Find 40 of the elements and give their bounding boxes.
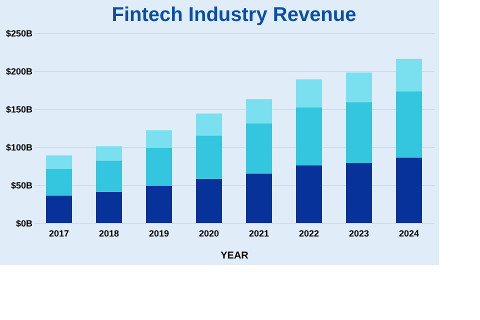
- y-tick-label: $150B: [6, 104, 33, 114]
- bar: [396, 158, 422, 223]
- y-tick-label: $250B: [6, 28, 33, 38]
- bar: [196, 136, 222, 179]
- bar: [146, 148, 172, 186]
- x-tick-label: 2021: [248, 228, 270, 238]
- bar: [396, 92, 422, 158]
- bar: [146, 130, 172, 148]
- y-tick-label: $50B: [10, 180, 33, 190]
- bar: [246, 174, 272, 223]
- bar: [396, 58, 422, 92]
- y-tick-label: $100B: [6, 142, 33, 152]
- bar: [146, 186, 172, 223]
- bar: [346, 72, 372, 102]
- x-tick-label: 2020: [198, 228, 220, 238]
- bar: [296, 107, 322, 166]
- chart-title: Fintech Industry Revenue: [112, 4, 356, 26]
- bar: [96, 192, 122, 223]
- bar: [46, 169, 72, 196]
- bar: [296, 79, 322, 108]
- bar: [46, 155, 72, 170]
- x-tick-label: 2018: [98, 228, 120, 238]
- x-tick-label: 2022: [298, 228, 320, 238]
- x-tick-label: 2023: [348, 228, 370, 238]
- bar: [196, 178, 222, 223]
- bar: [46, 196, 72, 223]
- y-tick-label: $200B: [6, 66, 33, 76]
- bar: [246, 123, 272, 174]
- bar: [346, 162, 372, 223]
- x-tick-label: 2017: [48, 228, 70, 238]
- bar: [96, 160, 122, 192]
- y-tick-label: $0B: [16, 218, 33, 228]
- x-tick-label: 2019: [148, 228, 170, 238]
- bar: [246, 99, 272, 124]
- bar: [346, 102, 372, 163]
- bar: [196, 114, 222, 136]
- x-tick-label: 2024: [398, 228, 420, 238]
- bar: [296, 165, 322, 223]
- bar: [96, 146, 122, 161]
- x-axis-title: YEAR: [220, 250, 250, 262]
